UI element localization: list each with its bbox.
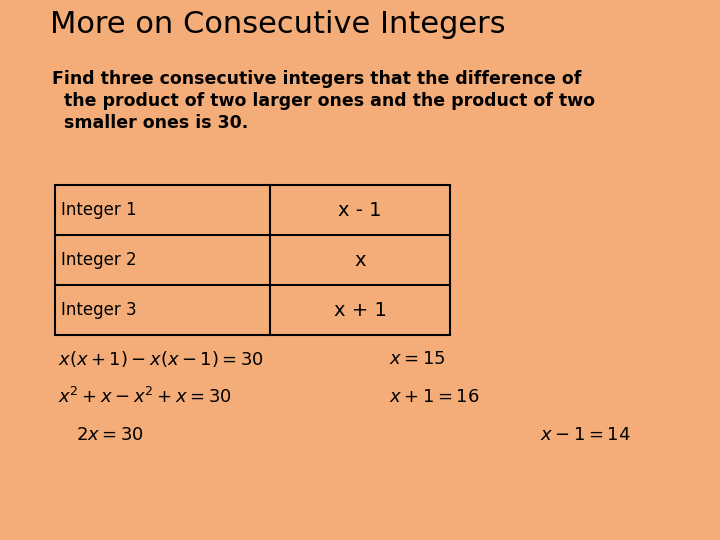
Text: the product of two larger ones and the product of two: the product of two larger ones and the p… [52,92,595,110]
Text: x: x [354,251,366,269]
Text: $x^2+x-x^2+x=30$: $x^2+x-x^2+x=30$ [58,387,231,407]
Text: $x(x+1)-x(x-1)=30$: $x(x+1)-x(x-1)=30$ [58,349,264,369]
Text: More on Consecutive Integers: More on Consecutive Integers [50,10,505,39]
Text: smaller ones is 30.: smaller ones is 30. [52,114,248,132]
Text: Integer 3: Integer 3 [61,301,137,319]
Text: Find three consecutive integers that the difference of: Find three consecutive integers that the… [52,70,581,88]
Text: x + 1: x + 1 [333,300,387,320]
Text: $2x=30$: $2x=30$ [76,426,143,444]
Text: Integer 1: Integer 1 [61,201,137,219]
Text: $x+1=16$: $x+1=16$ [389,388,480,406]
Text: Integer 2: Integer 2 [61,251,137,269]
Text: $x=15$: $x=15$ [389,350,446,368]
Text: $x-1=14$: $x-1=14$ [540,426,631,444]
Text: x - 1: x - 1 [338,200,382,219]
